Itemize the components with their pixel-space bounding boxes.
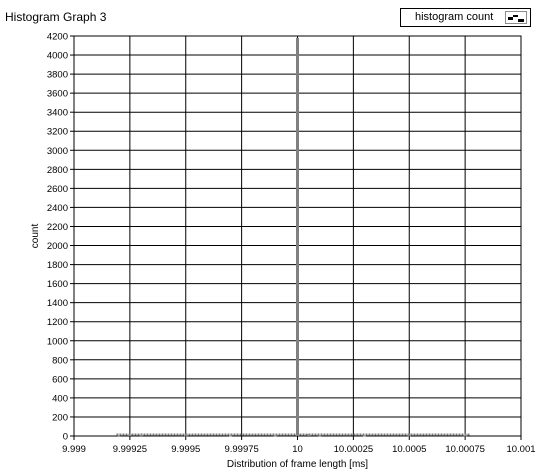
x-tick-label: 9.999 bbox=[62, 444, 86, 455]
y-tick-label: 2400 bbox=[47, 203, 68, 214]
histogram-bar bbox=[463, 435, 467, 437]
histogram-bar bbox=[296, 37, 299, 437]
y-tick-label: 4200 bbox=[47, 32, 68, 43]
graph-title: Histogram Graph 3 bbox=[5, 10, 107, 24]
histogram-bar bbox=[273, 435, 277, 437]
histogram-bar bbox=[307, 434, 311, 436]
x-tick-label: 9.99975 bbox=[224, 444, 258, 455]
histogram-bar bbox=[128, 434, 132, 436]
y-tick-label: 3200 bbox=[47, 127, 68, 138]
y-tick-label: 400 bbox=[52, 393, 68, 404]
y-tick-label: 2600 bbox=[47, 184, 68, 195]
x-tick-label: 10.0005 bbox=[392, 444, 426, 455]
x-tick-label: 10.00025 bbox=[334, 444, 374, 455]
x-tick-label: 9.99925 bbox=[113, 444, 147, 455]
y-tick-label: 600 bbox=[52, 374, 68, 385]
y-tick-label: 4000 bbox=[47, 51, 68, 62]
y-tick-label: 3000 bbox=[47, 146, 68, 157]
histogram-bar bbox=[139, 435, 143, 437]
x-tick-label: 10 bbox=[292, 444, 303, 455]
y-tick-label: 0 bbox=[63, 432, 68, 443]
histogram-bar bbox=[117, 435, 121, 437]
y-tick-label: 3600 bbox=[47, 89, 68, 100]
y-tick-label: 1400 bbox=[47, 298, 68, 309]
histogram-bar bbox=[318, 435, 322, 437]
y-tick-label: 3400 bbox=[47, 108, 68, 119]
x-tick-label: 10.001 bbox=[506, 444, 535, 455]
y-tick-label: 3800 bbox=[47, 70, 68, 81]
histogram-bar bbox=[363, 435, 367, 437]
x-tick-label: 9.9995 bbox=[171, 444, 200, 455]
x-axis-label: Distribution of frame length [ms] bbox=[227, 459, 368, 470]
legend-label: histogram count bbox=[415, 11, 494, 23]
histogram-step-plot-icon[interactable] bbox=[505, 11, 527, 24]
y-tick-label: 2200 bbox=[47, 222, 68, 233]
y-tick-label: 1000 bbox=[47, 336, 68, 347]
y-tick-label: 200 bbox=[52, 412, 68, 423]
plot-legend[interactable]: histogram count bbox=[400, 8, 531, 27]
y-tick-label: 800 bbox=[52, 355, 68, 366]
histogram-bar bbox=[228, 435, 232, 437]
y-tick-label: 2000 bbox=[47, 241, 68, 252]
histogram-bar bbox=[184, 435, 188, 437]
y-tick-label: 1200 bbox=[47, 317, 68, 328]
y-tick-label: 1800 bbox=[47, 260, 68, 271]
y-axis-label: count bbox=[30, 224, 41, 249]
y-tick-label: 1600 bbox=[47, 279, 68, 290]
y-tick-label: 2800 bbox=[47, 165, 68, 176]
x-tick-label: 10.00075 bbox=[445, 444, 485, 455]
